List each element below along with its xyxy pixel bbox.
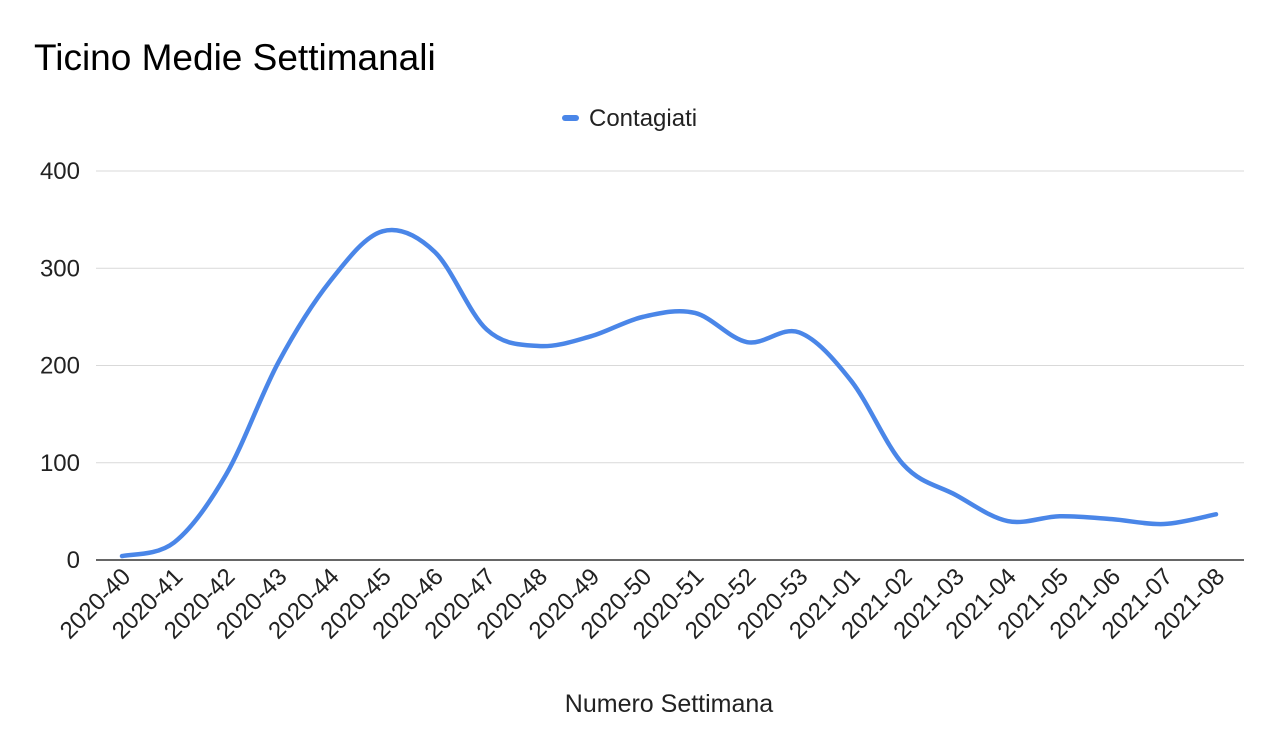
data-point — [1214, 512, 1218, 516]
series-line-contagiati — [119, 227, 1219, 559]
y-tick-label: 300 — [40, 255, 80, 282]
data-point — [693, 311, 697, 315]
y-tick-label: 400 — [40, 158, 80, 185]
data-point — [120, 554, 124, 558]
legend: Contagiati — [562, 105, 697, 132]
gridlines — [96, 170, 1244, 464]
data-point — [224, 472, 228, 476]
data-point — [276, 361, 280, 365]
data-point — [485, 328, 489, 332]
data-point — [745, 340, 749, 344]
data-point — [172, 540, 176, 544]
data-point — [589, 334, 593, 338]
data-point — [1162, 522, 1166, 526]
data-point — [1058, 514, 1062, 518]
data-point — [641, 315, 645, 319]
x-axis-label: Numero Settimana — [565, 690, 774, 718]
series-layer — [119, 227, 1219, 559]
data-point — [901, 463, 905, 467]
data-point — [1110, 517, 1114, 521]
y-tick-label: 100 — [40, 450, 80, 477]
legend-label: Contagiati — [589, 105, 697, 132]
legend-swatch — [562, 115, 579, 121]
y-tick-label: 0 — [67, 547, 80, 574]
x-axis-ticks: 2020-402020-412020-422020-432020-442020-… — [55, 563, 1230, 644]
y-tick-label: 200 — [40, 353, 80, 380]
y-axis-ticks: 0 100 200 300 400 — [40, 158, 80, 574]
chart-title: Ticino Medie Settimanali — [34, 37, 436, 78]
data-point — [954, 493, 958, 497]
data-point — [328, 279, 332, 283]
data-point — [537, 344, 541, 348]
data-point — [849, 379, 853, 383]
data-point — [797, 330, 801, 334]
data-point — [433, 250, 437, 254]
data-point — [1006, 519, 1010, 523]
data-point — [380, 229, 384, 233]
